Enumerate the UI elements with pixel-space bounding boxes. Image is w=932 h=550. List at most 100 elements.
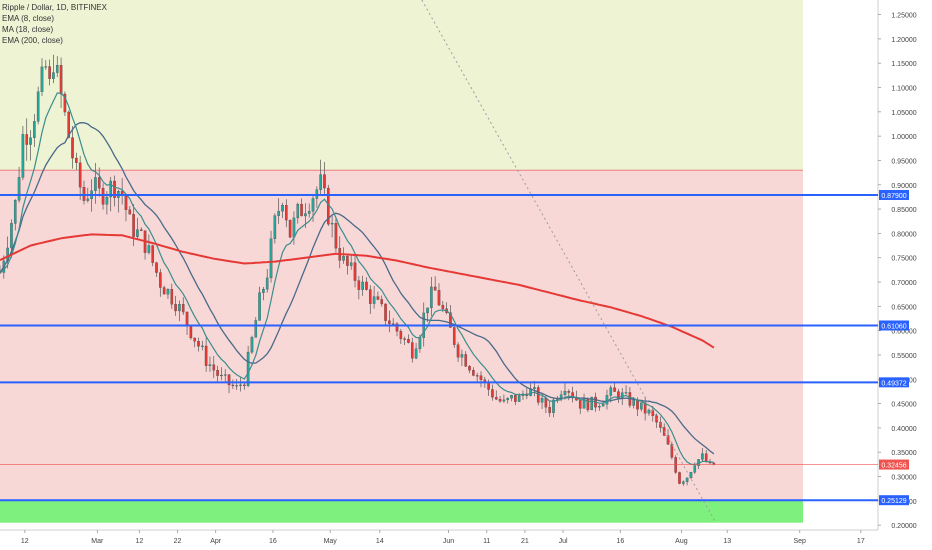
candle — [361, 281, 364, 290]
candle — [433, 286, 437, 291]
candle — [430, 286, 433, 309]
candle — [475, 375, 479, 377]
y-tick-label: 0.95000 — [891, 158, 916, 165]
y-tick-label: 0.35000 — [891, 450, 916, 457]
zone-0 — [0, 0, 803, 171]
level-badge — [879, 189, 909, 200]
candle — [52, 72, 55, 79]
candle — [82, 187, 86, 201]
candle — [533, 387, 536, 389]
candle — [101, 187, 105, 205]
level-label: 0.61060 — [881, 323, 906, 330]
candle — [201, 345, 204, 347]
level-label: 0.87900 — [881, 193, 906, 200]
level-badge — [879, 495, 909, 506]
ma18-legend: MA (18, close) — [2, 25, 54, 34]
candle — [75, 157, 78, 163]
candle — [155, 262, 158, 273]
x-tick-label: Jul — [559, 538, 568, 545]
candle — [254, 320, 258, 338]
candle — [128, 209, 132, 215]
candle — [391, 323, 395, 325]
candle — [510, 395, 513, 399]
candle — [13, 200, 17, 224]
candle — [399, 331, 403, 339]
y-tick-label: 1.25000 — [891, 13, 916, 20]
x-tick-label: Sep — [794, 538, 807, 545]
y-tick-label: 0.45000 — [891, 402, 916, 409]
candle — [10, 223, 13, 249]
candle — [223, 374, 227, 376]
candle — [349, 262, 353, 266]
candle — [479, 375, 483, 380]
candle — [414, 348, 418, 359]
candle — [494, 397, 498, 400]
candle — [113, 180, 116, 198]
candle — [330, 223, 334, 225]
x-tick-label: 11 — [483, 538, 490, 545]
x-tick-label: Apr — [210, 538, 222, 545]
x-tick-label: 12 — [21, 538, 29, 545]
candle — [311, 198, 315, 212]
candle — [273, 215, 277, 239]
candle — [376, 296, 380, 300]
x-tick-label: 13 — [723, 538, 731, 545]
candle — [319, 174, 322, 190]
candle — [353, 262, 357, 281]
candle — [704, 453, 708, 463]
candle — [189, 325, 193, 339]
candle — [357, 280, 361, 290]
candle — [643, 402, 647, 414]
candle — [67, 111, 71, 138]
candle — [498, 399, 502, 402]
candle — [689, 472, 693, 479]
candle — [246, 351, 250, 386]
candle — [208, 364, 212, 366]
candle — [181, 304, 185, 313]
candle — [701, 453, 704, 460]
candle — [460, 354, 464, 358]
candle — [71, 137, 74, 159]
candle — [33, 121, 36, 138]
candle — [212, 364, 216, 371]
candle — [590, 396, 593, 411]
ema8-legend: EMA (8, close) — [2, 14, 55, 23]
candle — [426, 307, 429, 314]
candle — [544, 398, 548, 408]
chart-legend: Ripple / Dollar, 1D, BITFINEX EMA (8, cl… — [2, 2, 107, 46]
candle — [598, 406, 601, 408]
candle — [586, 398, 590, 411]
candle — [78, 162, 82, 188]
candle — [346, 256, 349, 266]
candle — [265, 277, 269, 290]
candle — [609, 387, 613, 396]
y-tick-label: 0.55000 — [891, 353, 916, 360]
candle — [44, 66, 48, 68]
candle — [292, 217, 296, 238]
candle — [548, 406, 551, 413]
ema200-legend: EMA (200, close) — [2, 36, 63, 45]
candle — [682, 481, 685, 484]
candle — [243, 384, 246, 386]
y-tick-label: 0.75000 — [891, 256, 916, 263]
candle — [395, 323, 399, 332]
candle — [437, 290, 441, 306]
candle — [624, 392, 628, 394]
candle — [540, 398, 544, 403]
candle — [97, 177, 101, 189]
last-price-badge — [879, 459, 909, 470]
last-price-label: 0.32456 — [881, 463, 906, 470]
candle — [506, 397, 510, 401]
candle — [17, 177, 21, 201]
candle — [407, 339, 410, 343]
x-tick-label: 21 — [521, 538, 529, 545]
ma18-line — [0, 122, 715, 455]
x-tick-label: 12 — [135, 538, 143, 545]
candle — [132, 214, 135, 237]
level-badge — [879, 377, 909, 388]
candle — [36, 91, 40, 122]
candle — [139, 229, 143, 231]
candle — [109, 180, 112, 198]
candle — [59, 65, 63, 95]
